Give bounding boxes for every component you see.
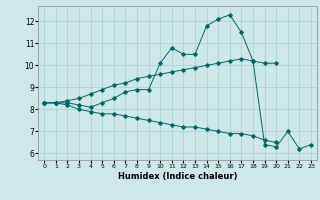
X-axis label: Humidex (Indice chaleur): Humidex (Indice chaleur) [118, 172, 237, 181]
